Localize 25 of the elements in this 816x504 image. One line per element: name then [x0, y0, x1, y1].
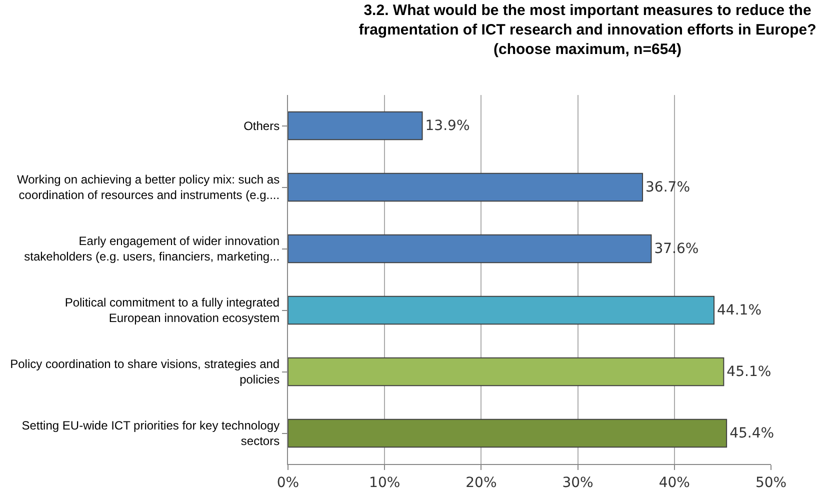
data-label: 13.9% [425, 118, 470, 134]
bar [288, 172, 644, 202]
bar [288, 357, 724, 386]
bar [288, 234, 652, 264]
chart-title: 3.2. What would be the most important measures to reduce the fragmentation of ICT research and innovation efforts in Europe? (choose maximum, n=654) [358, 2, 816, 58]
y-tick-label: Early engagement of wider innovation stakeholders (e.g. users, financiers, marketing... [24, 234, 280, 264]
x-tick-label: 10% [369, 474, 400, 491]
x-tick-label: 0% [276, 474, 300, 491]
bar [288, 418, 728, 448]
bar [288, 296, 715, 325]
data-label: 45.4% [730, 425, 774, 442]
bar [288, 111, 423, 140]
x-tick-label: 30% [562, 474, 594, 491]
y-tick-label: Political commitment to a fully integrated European innovation ecosystem [64, 296, 280, 326]
x-tick-label: 40% [658, 474, 690, 491]
y-tick-label: Working on achieving a better policy mix: such as coordination of resources and instruments (e.g.... [17, 172, 280, 202]
y-tick-label: Others [244, 118, 280, 133]
y-tick-label: Policy coordination to share visions, strategies and policies [10, 357, 280, 387]
y-tick-label: Setting EU-wide ICT priorities for key technology sectors [22, 418, 280, 448]
x-tick-label: 50% [755, 474, 787, 491]
x-tick-label: 20% [466, 474, 497, 491]
data-label: 36.7% [646, 179, 690, 196]
data-label: 44.1% [717, 302, 762, 318]
data-label: 37.6% [654, 240, 699, 257]
data-label: 45.1% [726, 364, 772, 380]
